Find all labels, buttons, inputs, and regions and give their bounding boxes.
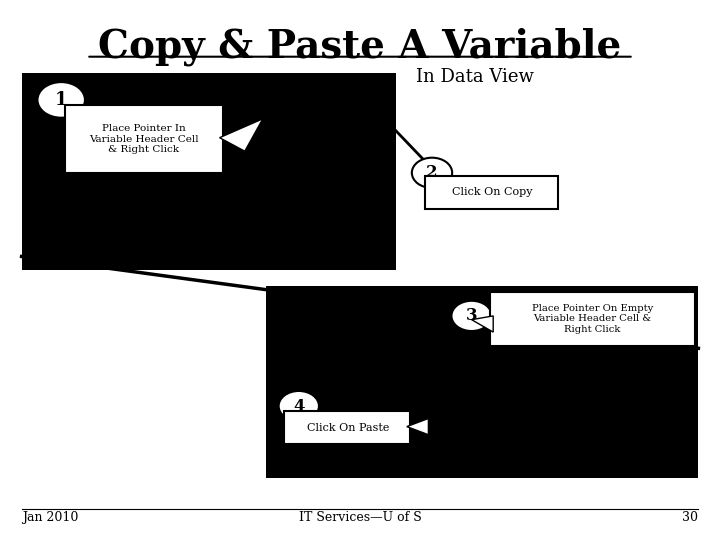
Circle shape (279, 391, 319, 421)
Circle shape (37, 82, 85, 118)
Text: In Data View: In Data View (416, 68, 534, 85)
Text: 30: 30 (683, 511, 698, 524)
FancyBboxPatch shape (490, 292, 695, 346)
Text: 2: 2 (426, 164, 438, 181)
Polygon shape (220, 119, 263, 151)
FancyBboxPatch shape (284, 411, 410, 444)
Text: IT Services—U of S: IT Services—U of S (299, 511, 421, 524)
Text: 4: 4 (293, 397, 305, 415)
FancyBboxPatch shape (425, 176, 558, 209)
FancyBboxPatch shape (266, 286, 698, 478)
Circle shape (412, 158, 452, 188)
Text: Copy & Paste A Variable: Copy & Paste A Variable (99, 27, 621, 65)
FancyBboxPatch shape (65, 105, 223, 173)
Text: Place Pointer On Empty
Variable Header Cell &
Right Click: Place Pointer On Empty Variable Header C… (532, 303, 653, 334)
Text: Jan 2010: Jan 2010 (22, 511, 78, 524)
FancyBboxPatch shape (22, 73, 396, 270)
Text: Place Pointer In
Variable Header Cell
& Right Click: Place Pointer In Variable Header Cell & … (89, 124, 199, 154)
Polygon shape (472, 316, 493, 332)
Circle shape (451, 301, 492, 331)
Polygon shape (407, 418, 428, 435)
Text: 3: 3 (466, 307, 477, 325)
Text: Click On Copy: Click On Copy (451, 187, 532, 197)
Text: 1: 1 (55, 91, 68, 109)
Text: Click On Paste: Click On Paste (307, 423, 389, 433)
